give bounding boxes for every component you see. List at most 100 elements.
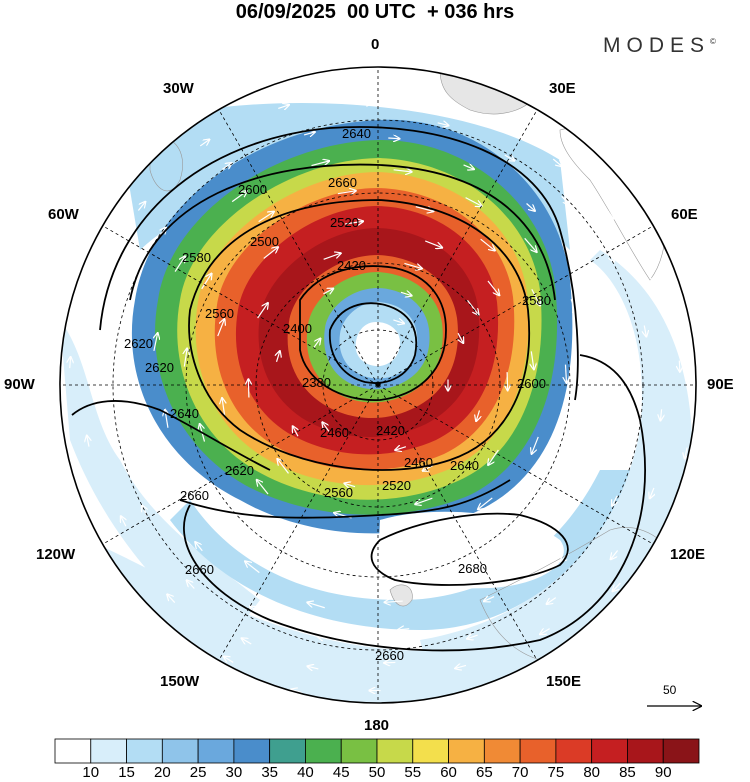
wind-vector	[463, 165, 474, 169]
brand-logo: MODES©	[603, 34, 716, 58]
wind-vector	[526, 203, 535, 211]
wind-vector	[425, 240, 442, 248]
wind-vector	[388, 138, 399, 139]
wind-vector	[313, 339, 320, 348]
wind-vector	[308, 666, 319, 669]
lon-label-60e: 60E	[671, 206, 698, 223]
wind-vector	[578, 256, 583, 267]
colorbar-swatch	[269, 738, 306, 764]
wind-vector	[322, 422, 330, 432]
contour-label: 2640	[170, 406, 199, 421]
wind-vector	[345, 483, 356, 486]
wind-vector	[291, 690, 302, 693]
graticule	[60, 67, 696, 703]
wind-vector	[293, 426, 298, 437]
contour-label: 2420	[376, 423, 405, 438]
wind-vector	[154, 333, 158, 352]
colorbar-tick-label: 40	[297, 764, 314, 781]
lon-label-30w: 30W	[163, 80, 194, 97]
colorbar-swatch	[555, 738, 593, 764]
wind-vector	[184, 349, 187, 367]
colorbar-tick-label: 15	[118, 764, 135, 781]
wind-vector	[94, 353, 95, 364]
wind-vector	[344, 221, 363, 224]
wind-vector	[224, 657, 234, 663]
wind-vector	[174, 256, 185, 272]
wind-vector	[531, 288, 540, 305]
wind-vector	[187, 580, 195, 589]
wind-vector	[393, 170, 412, 172]
contour-label: 2680	[458, 561, 487, 576]
wind-vector	[197, 489, 207, 505]
wind-vector	[102, 277, 106, 288]
contour-label: 2460	[320, 425, 349, 440]
colorbar-swatch	[197, 738, 235, 764]
lon-label-60w: 60W	[48, 206, 79, 223]
contour-label: 2660	[328, 175, 357, 190]
colorbar-swatch	[305, 738, 342, 764]
lon-label-0: 0	[371, 36, 380, 53]
contour-label: 2660	[185, 562, 214, 577]
colorbar-swatch	[340, 738, 378, 764]
contour-label: 2660	[375, 648, 404, 663]
wind-vector	[679, 360, 680, 372]
contour-label: 2560	[324, 485, 353, 500]
colorbar-swatch	[591, 738, 628, 764]
wind-vector	[385, 601, 403, 602]
contour-label: 2620	[124, 336, 153, 351]
wind-vector	[278, 459, 289, 474]
wind-vector	[517, 506, 531, 520]
wind-vector	[303, 132, 315, 135]
wind-vector	[195, 542, 203, 552]
wind-vector	[547, 597, 557, 604]
colorbar	[54, 738, 700, 764]
lon-label-30e: 30E	[549, 80, 576, 97]
wind-vector	[404, 262, 421, 268]
chart-title: 06/09/2025 00 UTC + 036 hrs	[235, 1, 515, 23]
contour-label: 2560	[205, 306, 234, 321]
wind-vector	[222, 398, 225, 417]
wind-vector	[660, 409, 661, 420]
wind-vector	[110, 428, 112, 440]
wind-vector	[467, 635, 478, 639]
wind-vector	[685, 447, 687, 459]
contour-label: 2420	[337, 258, 366, 273]
wind-vector	[469, 568, 486, 577]
wind-vector	[484, 597, 495, 602]
wind-vector	[415, 90, 427, 92]
contour-label: 2620	[225, 463, 254, 478]
colorbar-swatch	[90, 738, 127, 764]
wind-vector	[488, 449, 499, 465]
wind-vector	[248, 379, 249, 398]
wind-vector	[609, 251, 614, 262]
wind-vector	[562, 445, 569, 463]
contour-label: 2500	[250, 234, 279, 249]
wind-vector	[87, 436, 89, 447]
wind-vector	[257, 303, 268, 319]
wind-vector	[489, 120, 500, 124]
wind-vector	[552, 158, 561, 166]
contour-label: 2460	[404, 455, 433, 470]
contour-label: 2640	[342, 126, 371, 141]
contour-label: 2580	[522, 293, 551, 308]
wind-vector	[278, 105, 288, 109]
colorbar-swatch	[627, 738, 664, 764]
colorbar-swatch	[54, 738, 92, 764]
wind-vector	[531, 351, 534, 369]
lon-label-90e: 90E	[707, 376, 734, 393]
colorbar-tick-label: 80	[583, 764, 600, 781]
wind-vector	[398, 629, 410, 630]
height-contours	[71, 126, 646, 652]
colorbar-tick-label: 45	[332, 764, 350, 781]
wind-vector	[167, 594, 176, 603]
wind-vector	[333, 75, 344, 76]
pole-marker	[375, 381, 381, 387]
colorbar-swatch	[233, 738, 271, 764]
wind-vector	[480, 238, 495, 250]
wind-vector	[250, 607, 260, 613]
wind-vector	[277, 351, 280, 362]
contour-label: 2660	[180, 488, 209, 503]
wind-vector	[337, 191, 356, 194]
wind-vector	[437, 123, 449, 126]
colorbar-tick-label: 75	[547, 764, 565, 781]
